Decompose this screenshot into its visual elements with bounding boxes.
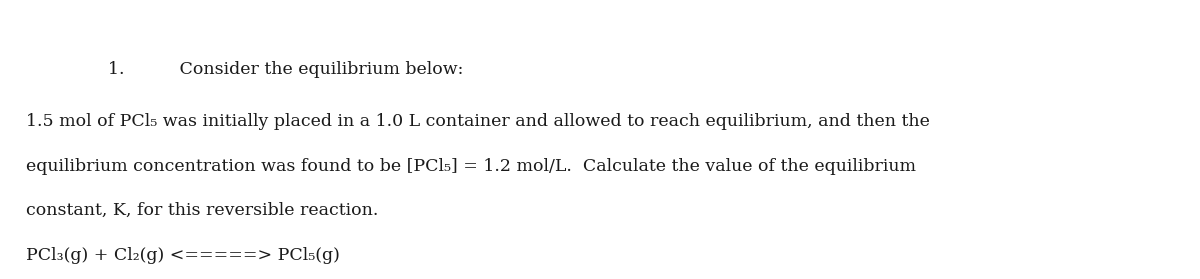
Text: 1.5 mol of PCl₅ was initially placed in a 1.0 L container and allowed to reach e: 1.5 mol of PCl₅ was initially placed in …: [26, 113, 930, 130]
Text: equilibrium concentration was found to be [PCl₅] = 1.2 mol/L.  Calculate the val: equilibrium concentration was found to b…: [26, 158, 917, 175]
Text: PCl₃(g) + Cl₂(g) <=====> PCl₅(g): PCl₃(g) + Cl₂(g) <=====> PCl₅(g): [26, 247, 341, 264]
Text: constant, K, for this reversible reaction.: constant, K, for this reversible reactio…: [26, 202, 379, 219]
Text: 1.          Consider the equilibrium below:: 1. Consider the equilibrium below:: [108, 61, 463, 78]
